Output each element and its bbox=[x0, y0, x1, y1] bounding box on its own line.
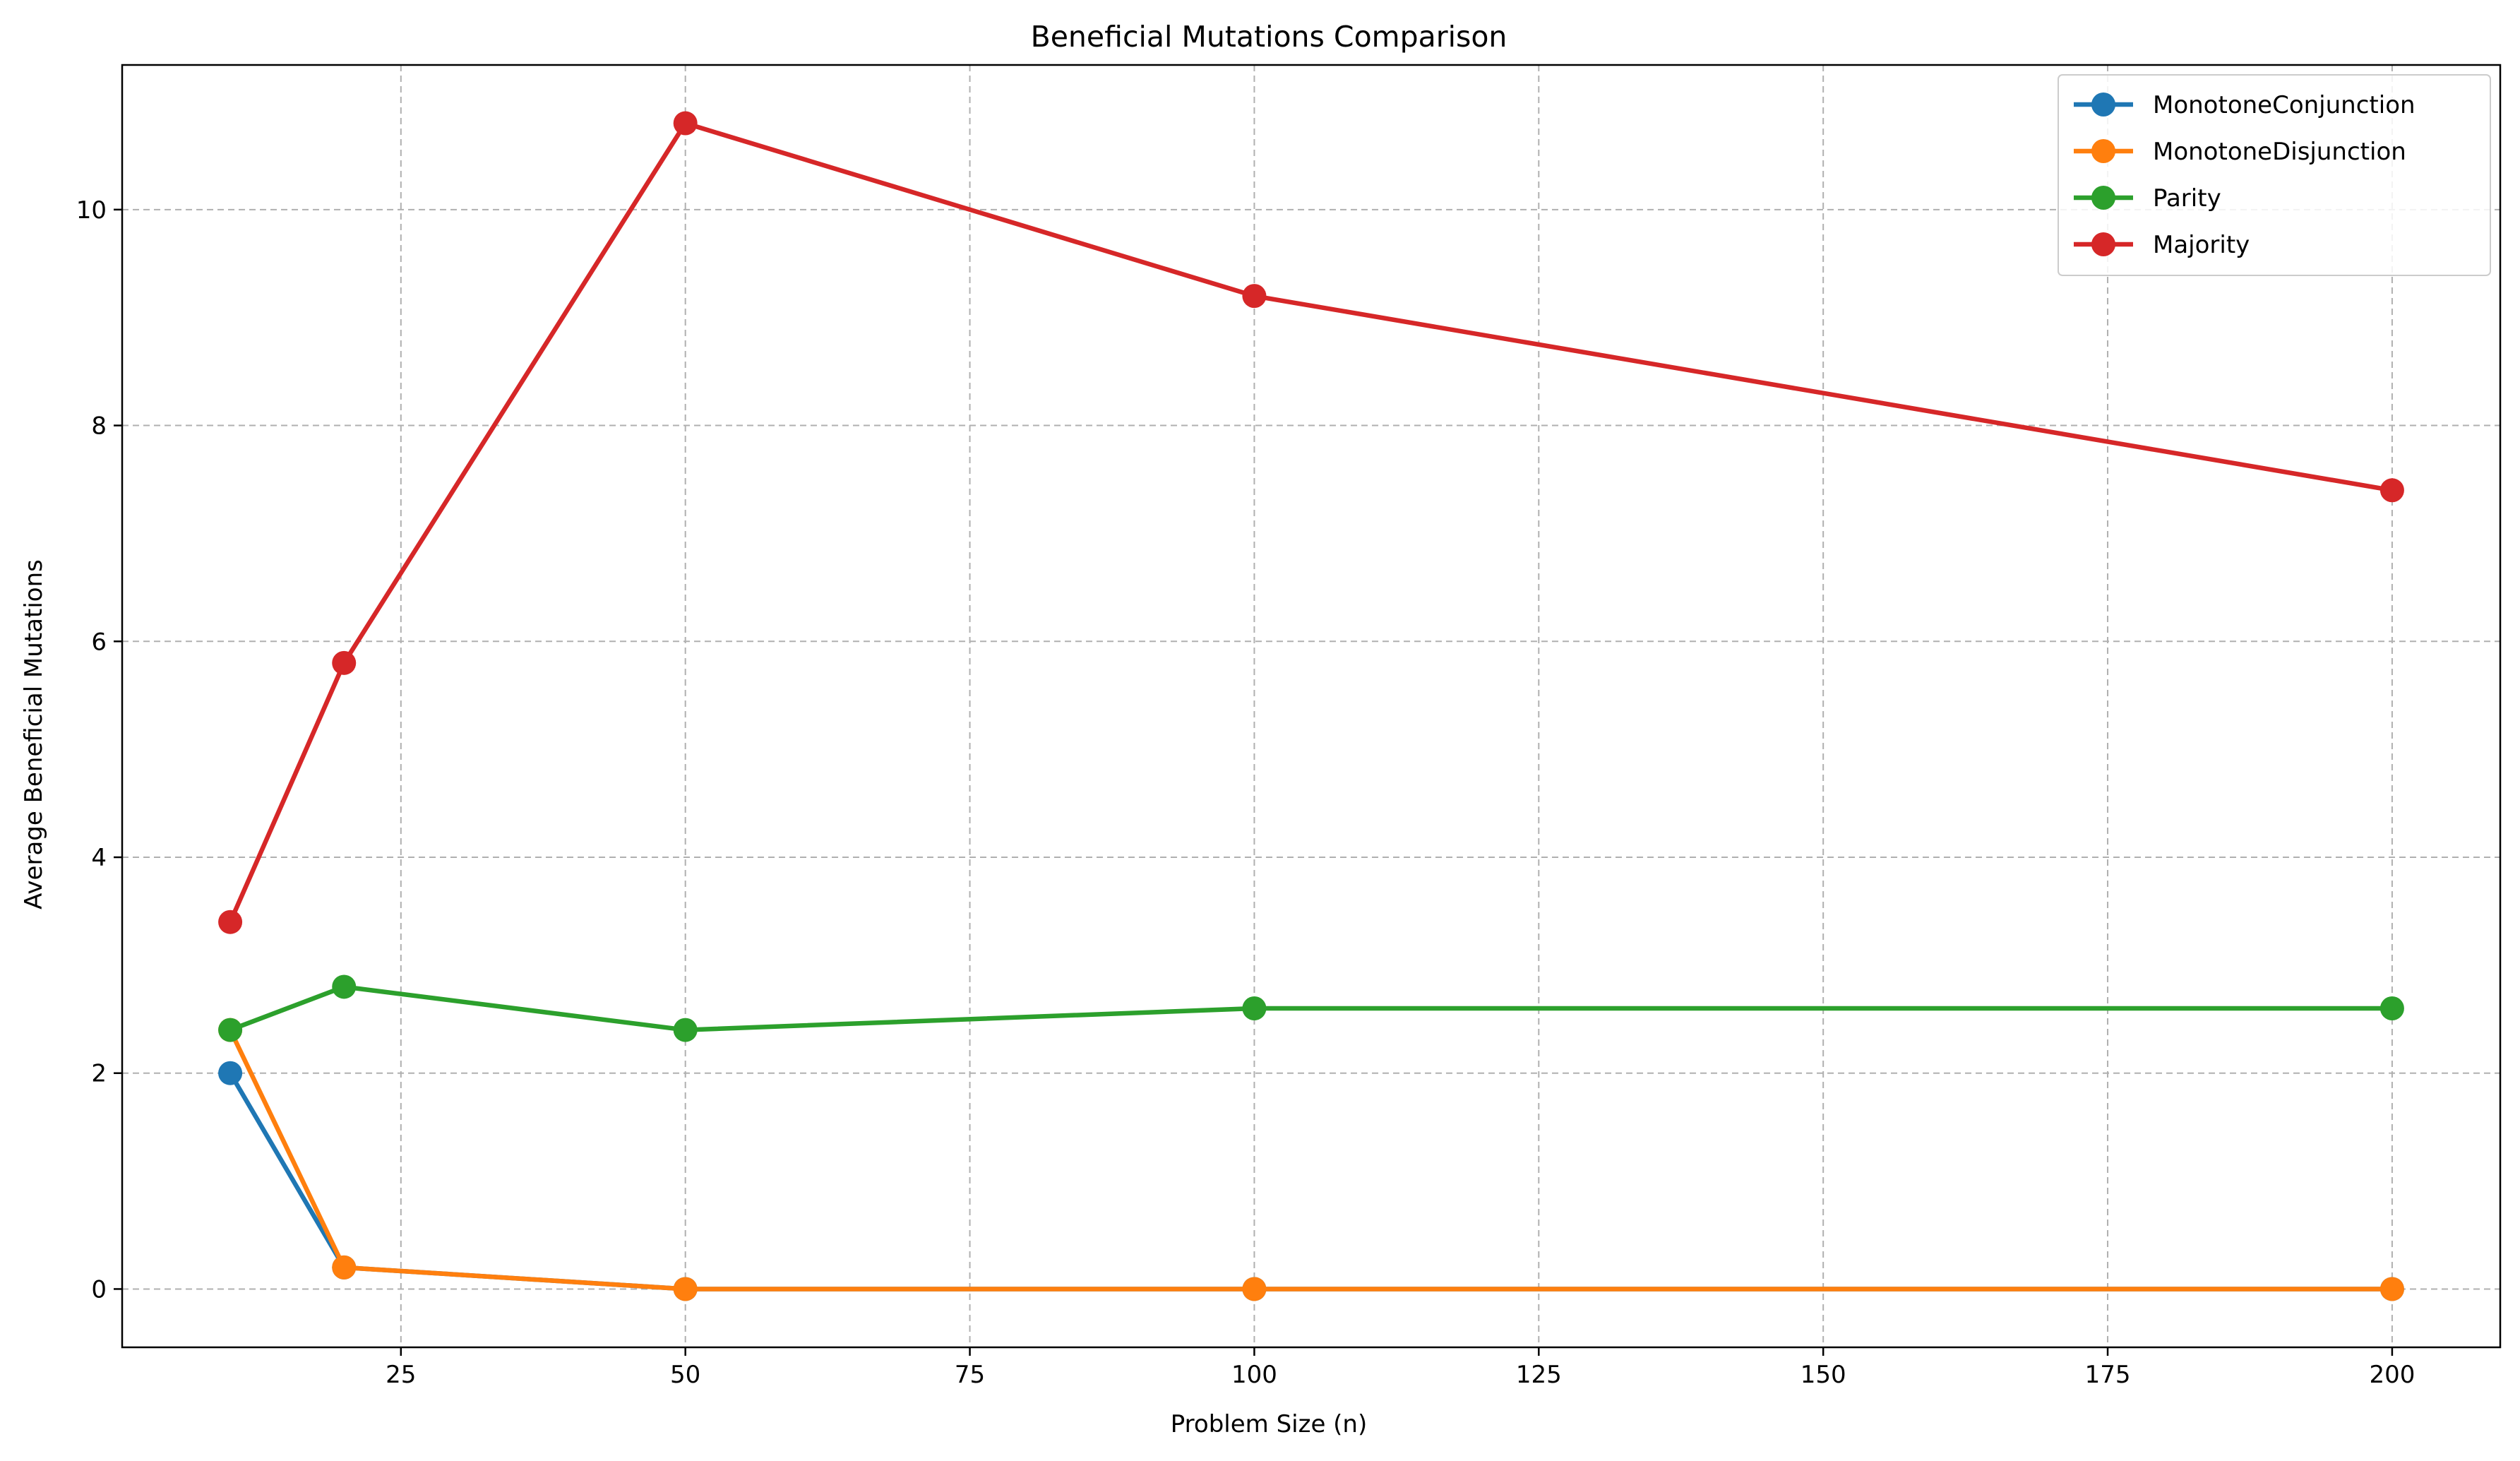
x-tick-label: 75 bbox=[955, 1361, 985, 1389]
x-tick-label: 200 bbox=[2369, 1361, 2415, 1389]
legend-label: MonotoneConjunction bbox=[2153, 91, 2416, 119]
legend-entry-majority: Majority bbox=[2074, 231, 2250, 259]
data-point bbox=[2379, 1277, 2404, 1301]
x-tick-label: 25 bbox=[386, 1361, 416, 1389]
data-point bbox=[673, 1018, 698, 1042]
y-tick-label: 10 bbox=[76, 196, 107, 225]
legend-box bbox=[2058, 74, 2491, 276]
x-axis-ticks: 25 50 75 100 125 150 175 200 bbox=[386, 1347, 2415, 1389]
y-tick-label: 6 bbox=[91, 628, 107, 656]
x-tick-label: 125 bbox=[1516, 1361, 1562, 1389]
data-point bbox=[2379, 996, 2404, 1021]
x-tick-label: 50 bbox=[670, 1361, 700, 1389]
legend-label: Majority bbox=[2153, 231, 2250, 259]
series-parity bbox=[218, 974, 2404, 1042]
grid bbox=[122, 65, 2500, 1347]
legend-marker bbox=[2091, 186, 2115, 210]
series-majority bbox=[218, 111, 2404, 934]
data-point bbox=[1242, 284, 1267, 309]
data-point bbox=[673, 111, 698, 136]
legend-marker bbox=[2091, 232, 2115, 256]
data-point bbox=[218, 910, 243, 934]
y-tick-label: 0 bbox=[91, 1275, 107, 1304]
data-point bbox=[1242, 1277, 1267, 1301]
data-point bbox=[673, 1277, 698, 1301]
x-tick-label: 150 bbox=[1801, 1361, 1846, 1389]
series-lines bbox=[218, 111, 2404, 1301]
y-axis-ticks: 0 2 4 6 8 10 bbox=[76, 196, 122, 1304]
legend-entry-monotonedisjunction: MonotoneDisjunction bbox=[2074, 138, 2406, 166]
data-point bbox=[332, 650, 357, 675]
x-axis-label: Problem Size (n) bbox=[1171, 1410, 1368, 1438]
x-tick-label: 100 bbox=[1231, 1361, 1277, 1389]
y-tick-label: 8 bbox=[91, 412, 107, 441]
legend-label: Parity bbox=[2153, 184, 2221, 213]
y-tick-label: 4 bbox=[91, 844, 107, 872]
legend-entry-parity: Parity bbox=[2074, 184, 2221, 213]
data-point bbox=[218, 1018, 243, 1042]
legend-label: MonotoneDisjunction bbox=[2153, 138, 2406, 166]
data-point bbox=[218, 1061, 243, 1085]
legend-entry-monotoneconjunction: MonotoneConjunction bbox=[2074, 91, 2416, 119]
y-axis-label: Average Beneficial Mutations bbox=[20, 559, 48, 910]
legend-marker bbox=[2091, 93, 2115, 117]
data-point bbox=[1242, 996, 1267, 1021]
plot-area-frame bbox=[121, 64, 2502, 1349]
data-point bbox=[332, 1255, 357, 1280]
legend-marker bbox=[2091, 139, 2115, 163]
x-tick-label: 175 bbox=[2085, 1361, 2131, 1389]
legend: MonotoneConjunction MonotoneDisjunction Pa… bbox=[2058, 74, 2491, 276]
chart-title: Beneficial Mutations Comparison bbox=[1031, 20, 1507, 54]
y-tick-label: 2 bbox=[91, 1060, 107, 1088]
data-point bbox=[2379, 478, 2404, 503]
data-point bbox=[332, 974, 357, 999]
